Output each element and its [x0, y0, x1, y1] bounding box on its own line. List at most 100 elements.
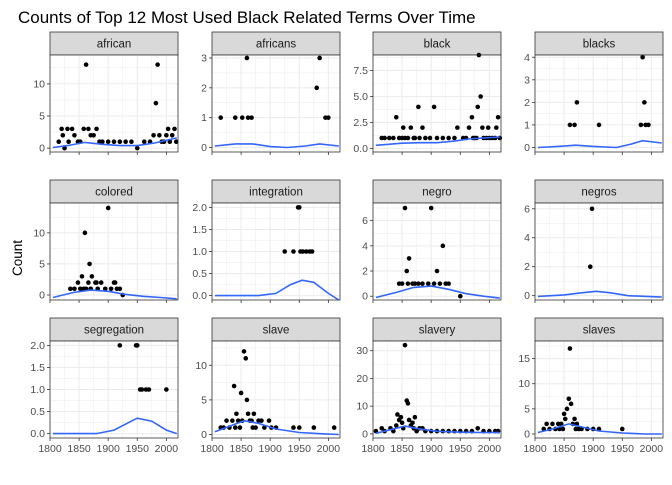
- data-point: [400, 125, 406, 130]
- data-point: [139, 387, 145, 392]
- data-point: [410, 420, 415, 426]
- data-point: [404, 268, 410, 274]
- data-point: [230, 418, 235, 423]
- data-point: [440, 135, 446, 141]
- data-point: [408, 125, 414, 130]
- facet-panel-border: [49, 54, 179, 153]
- data-point: [562, 416, 568, 422]
- data-point: [253, 425, 258, 430]
- data-point: [117, 286, 123, 292]
- data-point: [393, 114, 399, 120]
- y-tick-label: 0.0: [30, 428, 45, 440]
- data-point: [434, 135, 440, 141]
- data-point: [402, 342, 408, 348]
- y-tick-label: 1: [524, 119, 530, 131]
- data-point: [638, 122, 644, 128]
- y-tick-label: 4: [524, 52, 530, 64]
- y-tick-label: 3: [201, 52, 207, 64]
- data-point: [72, 286, 77, 292]
- y-tick-label: 0: [362, 291, 368, 303]
- facet-panel-bg: [535, 341, 663, 438]
- y-tick-label: 0: [524, 428, 530, 440]
- data-point: [259, 418, 264, 423]
- facet-panel-negros: negros 0 2 4 6: [524, 179, 664, 303]
- facet-panel-integration: integration 0.0 0.5 1.0 1.5 2.0: [192, 179, 341, 303]
- data-point: [112, 280, 118, 285]
- smooth-line: [375, 425, 500, 435]
- y-tick-label: 4: [524, 232, 530, 244]
- data-point: [382, 135, 387, 141]
- data-point: [231, 383, 237, 389]
- data-point: [640, 54, 645, 60]
- data-point: [129, 139, 134, 145]
- y-tick-label: 0: [39, 143, 45, 155]
- data-point: [100, 139, 105, 145]
- data-point: [478, 94, 483, 99]
- data-point: [98, 280, 104, 285]
- y-tick-label: 2: [524, 97, 530, 109]
- x-tick-label: 1850: [229, 443, 253, 455]
- data-point: [89, 274, 95, 279]
- smooth-line: [52, 137, 177, 149]
- y-tick-label: 0.5: [192, 268, 207, 280]
- y-tick-label: 1: [201, 112, 207, 124]
- data-point: [405, 281, 411, 286]
- data-point: [146, 387, 152, 392]
- data-point: [172, 126, 177, 132]
- data-point: [495, 114, 501, 120]
- x-tick-label: 1900: [582, 443, 606, 455]
- data-point: [416, 281, 421, 286]
- smooth-line: [375, 285, 500, 299]
- data-point: [86, 280, 91, 285]
- data-point: [440, 243, 446, 249]
- data-point: [91, 132, 96, 138]
- y-tick-label: 1.5: [192, 224, 207, 236]
- data-point: [82, 230, 88, 236]
- y-tick-label: 0: [524, 290, 530, 302]
- facet-strip-label: slave: [263, 325, 290, 337]
- data-point: [173, 139, 179, 145]
- data-point: [457, 293, 463, 299]
- data-point: [326, 115, 331, 120]
- data-point: [102, 286, 108, 292]
- data-point: [79, 274, 85, 279]
- data-point: [296, 205, 302, 210]
- data-point: [455, 125, 460, 130]
- facet-panel-bg: [212, 341, 340, 438]
- data-point: [59, 126, 64, 132]
- facet-strip-label: negros: [581, 187, 616, 199]
- data-point: [134, 145, 140, 151]
- y-tick-label: 0: [201, 142, 207, 154]
- data-point: [431, 104, 437, 110]
- data-point: [300, 249, 306, 254]
- facet-panel-border: [211, 54, 341, 153]
- data-point: [642, 100, 647, 105]
- facet-panel-border: [372, 340, 502, 439]
- facet-panel-negro: negro 0 2 4 6: [362, 179, 502, 303]
- data-point: [86, 126, 91, 132]
- data-point: [391, 135, 396, 141]
- y-tick-label: 6: [362, 215, 368, 227]
- x-tick-label: 2000: [155, 443, 179, 455]
- data-point: [56, 139, 62, 145]
- facet-panel-border: [372, 54, 502, 153]
- data-point: [117, 139, 123, 145]
- data-point: [428, 205, 434, 211]
- y-tick-label: 5: [201, 394, 207, 406]
- data-point: [566, 396, 572, 402]
- data-point: [164, 132, 169, 138]
- data-point: [425, 281, 431, 286]
- y-tick-label: 2: [524, 261, 530, 273]
- facet-strip-label: segregation: [84, 325, 144, 337]
- y-tick-label: 3: [524, 74, 530, 86]
- facet-panel-border: [49, 202, 179, 301]
- data-point: [153, 100, 159, 106]
- data-point: [469, 114, 475, 120]
- data-point: [251, 411, 257, 417]
- data-point: [266, 418, 272, 423]
- data-point: [416, 104, 421, 110]
- facet-panel-segregation: segregation 0.0 0.5 1.0 1.5 2.0 1800 1850 1900 19…: [30, 317, 179, 455]
- y-tick-label: 0: [39, 290, 45, 302]
